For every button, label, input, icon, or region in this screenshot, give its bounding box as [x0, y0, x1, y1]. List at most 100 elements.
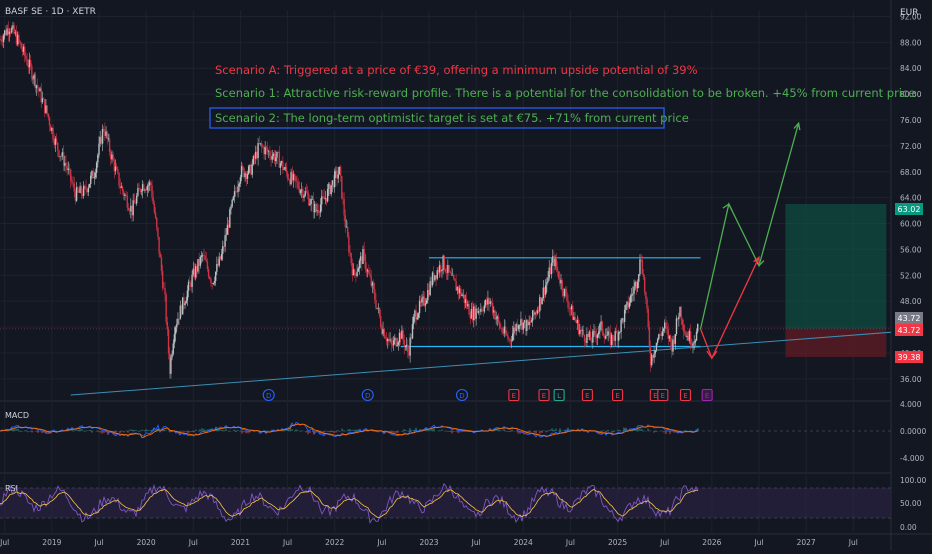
candle-body — [624, 310, 625, 322]
candle-body — [642, 260, 643, 274]
macd-histogram-bar — [539, 431, 540, 434]
macd-histogram-bar — [337, 430, 338, 431]
scenario-a-label[interactable]: Scenario A: Triggered at a price of €39,… — [215, 63, 698, 77]
candle-body — [43, 98, 44, 99]
candle-body — [519, 325, 520, 326]
macd-histogram-bar — [89, 430, 90, 431]
candle-body — [696, 332, 697, 341]
candle-body — [327, 189, 328, 201]
candle-body — [541, 298, 542, 304]
macd-histogram-bar — [199, 429, 200, 431]
time-tick-label: 2025 — [608, 538, 627, 547]
macd-histogram-bar — [309, 431, 310, 433]
candle-body — [239, 184, 240, 187]
macd-histogram-bar — [551, 428, 552, 431]
macd-histogram-bar — [343, 430, 344, 431]
candle-body — [402, 330, 403, 339]
scenario-2-label[interactable]: Scenario 2: The long-term optimistic tar… — [215, 111, 689, 125]
candle-body — [103, 129, 104, 130]
macd-pane-label: MACD — [5, 411, 29, 420]
macd-histogram-bar — [611, 431, 612, 433]
macd-histogram-bar — [297, 430, 298, 431]
candle-body — [213, 283, 214, 284]
macd-histogram-bar — [665, 431, 666, 434]
macd-histogram-bar — [503, 429, 504, 431]
target-price-text: 63.02 — [898, 205, 921, 214]
candle-body — [662, 331, 663, 336]
candle-body — [148, 185, 149, 186]
candle-body — [97, 155, 98, 163]
macd-histogram-bar — [221, 430, 222, 431]
macd-histogram-bar — [331, 431, 332, 432]
macd-histogram-bar — [329, 431, 330, 432]
candle-body — [598, 332, 599, 335]
target-zone[interactable] — [785, 204, 886, 329]
macd-histogram-bar — [549, 430, 550, 431]
currency-label[interactable]: EUR — [900, 8, 919, 18]
candle-body — [484, 305, 485, 311]
candle-body — [165, 295, 166, 322]
macd-histogram-bar — [347, 429, 348, 431]
macd-histogram-bar — [409, 428, 410, 431]
price-tick-label: 52.00 — [900, 271, 922, 280]
macd-histogram-bar — [427, 430, 428, 431]
candle-body — [128, 208, 129, 210]
price-tick-label: 56.00 — [900, 245, 922, 254]
macd-histogram-bar — [149, 430, 150, 431]
candle-body — [171, 354, 172, 357]
candle-body — [74, 184, 75, 192]
candle-body — [26, 59, 27, 65]
macd-histogram-bar — [507, 431, 508, 432]
time-tick-label: Jul — [848, 538, 858, 547]
candle-body — [261, 143, 262, 146]
macd-histogram-bar — [201, 428, 202, 431]
candle-body — [303, 196, 304, 198]
candle-body — [160, 254, 161, 258]
macd-tick-label: 4.000 — [900, 400, 922, 409]
macd-histogram-bar — [39, 431, 40, 432]
candle-body — [499, 322, 500, 328]
candle-body — [264, 147, 265, 154]
macd-histogram-bar — [351, 430, 352, 431]
candle-body — [95, 173, 96, 177]
macd-histogram-bar — [35, 431, 36, 432]
candle-body — [566, 292, 567, 300]
candle-body — [426, 300, 427, 303]
candle-body — [405, 346, 406, 347]
scenario-1-label[interactable]: Scenario 1: Attractive risk-reward profi… — [215, 86, 915, 100]
candle-body — [407, 345, 408, 352]
macd-histogram-bar — [655, 431, 656, 432]
candle-body — [147, 186, 148, 190]
candle-body — [102, 129, 103, 144]
macd-histogram-bar — [183, 431, 184, 433]
candle-body — [338, 174, 339, 178]
candle-body — [257, 143, 258, 158]
macd-histogram-bar — [79, 429, 80, 431]
symbol-title[interactable]: BASF SE · 1D · XETR — [5, 7, 96, 17]
stop-zone[interactable] — [785, 329, 886, 357]
macd-histogram-bar — [239, 431, 240, 432]
candle-body — [495, 318, 496, 319]
candle-body — [558, 271, 559, 278]
macd-histogram-bar — [339, 431, 340, 432]
macd-histogram-bar — [241, 431, 242, 434]
candle-body — [547, 278, 548, 282]
candle-body — [52, 128, 53, 139]
macd-histogram-bar — [217, 430, 218, 431]
candle-body — [645, 292, 646, 299]
candle-body — [695, 341, 696, 343]
candle-body — [380, 316, 381, 327]
stop-price-text: 39.38 — [898, 353, 921, 362]
candle-body — [692, 343, 693, 345]
macd-histogram-bar — [617, 430, 618, 431]
candle-body — [603, 333, 604, 336]
candle-body — [207, 261, 208, 269]
time-tick-label: Jul — [471, 538, 481, 547]
candle-body — [24, 47, 25, 56]
candle-body — [58, 150, 59, 156]
macd-histogram-bar — [133, 430, 134, 431]
macd-histogram-bar — [99, 431, 100, 433]
candle-body — [0, 39, 1, 41]
